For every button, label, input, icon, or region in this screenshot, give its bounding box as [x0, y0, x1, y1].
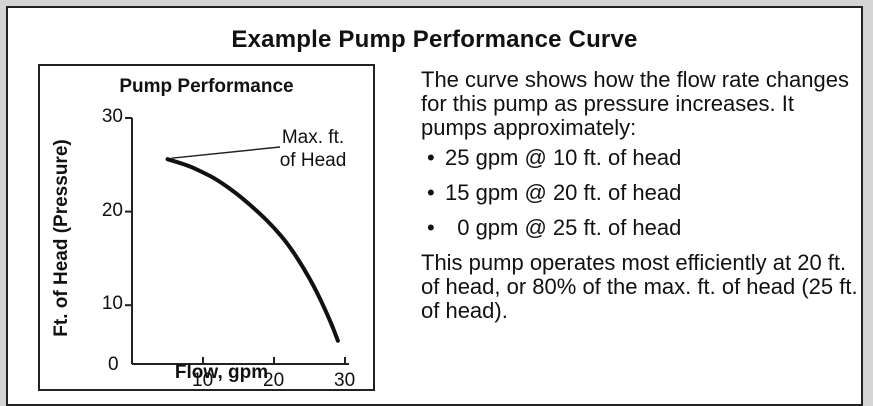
pump-curve-line: [165, 157, 340, 343]
annotation-line-1: Max. ft.: [281, 127, 345, 148]
intro-paragraph: The curve shows how the flow rate change…: [421, 67, 850, 140]
bullet-item: • 25 gpm @ 10 ft. of head: [421, 146, 861, 170]
bullet-marker: •: [427, 145, 435, 170]
y-tick-label: 20: [101, 199, 123, 221]
x-tick-label: 10: [192, 370, 214, 391]
conclusion-paragraph: This pump operates most efficiently at 2…: [421, 250, 858, 323]
y-axis-label: Ft. of Head (Pressure): [51, 139, 72, 337]
bullet-marker: •: [427, 180, 435, 205]
y-tick-label: 30: [101, 106, 123, 127]
bullet-text: 25 gpm @ 10 ft. of head: [445, 145, 682, 170]
x-axis-label: Flow, gpm: [174, 362, 269, 383]
bullet-marker: •: [427, 215, 435, 240]
bullet-item: • 0 gpm @ 25 ft. of head: [421, 216, 861, 240]
annotation-line-2: of Head: [279, 150, 347, 171]
x-tick-label: 20: [263, 370, 285, 391]
annotation-leader-line: [171, 146, 281, 159]
bullet-text: 15 gpm @ 20 ft. of head: [445, 180, 682, 205]
chart-container: Pump Performance Ft. of Head (Pressure) …: [38, 64, 375, 391]
description-text: The curve shows how the flow rate change…: [421, 68, 861, 323]
figure-title: Example Pump Performance Curve: [231, 26, 638, 53]
bullet-text: 0 gpm @ 25 ft. of head: [445, 215, 682, 240]
chart-title: Pump Performance: [119, 76, 294, 97]
bullet-list: • 25 gpm @ 10 ft. of head • 15 gpm @ 20 ft…: [421, 146, 861, 240]
origin-label: 0: [108, 354, 119, 375]
y-tick-label: 10: [101, 293, 123, 315]
x-tick-label: 30: [334, 370, 356, 391]
annotation-max-head: Max. ft. of Head: [268, 126, 358, 172]
chart-svg: [125, 117, 349, 365]
bullet-item: • 15 gpm @ 20 ft. of head: [421, 181, 861, 205]
figure-panel: Example Pump Performance Curve Pump Perf…: [6, 6, 863, 406]
